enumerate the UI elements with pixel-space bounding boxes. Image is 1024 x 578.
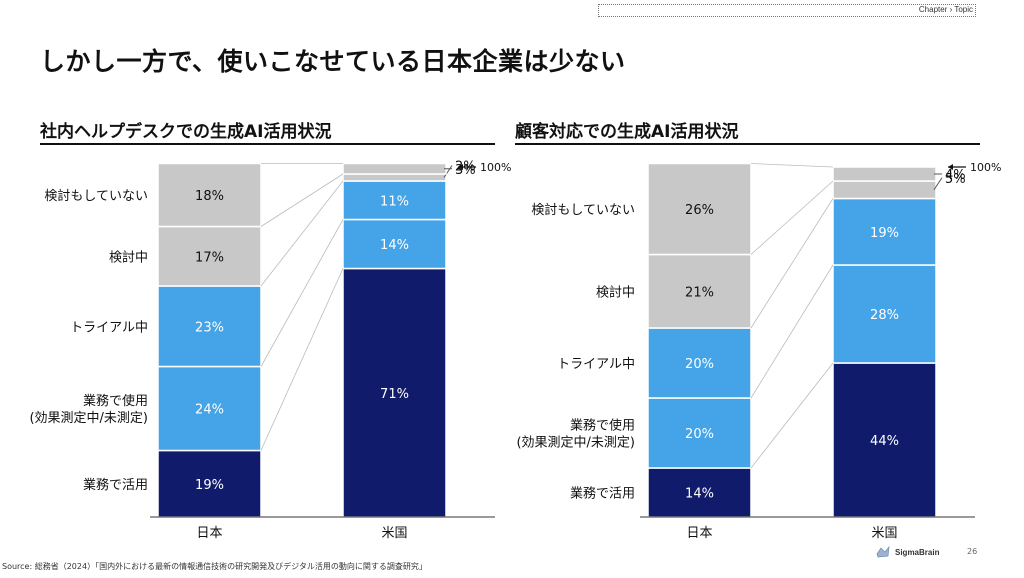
series-label: 検討もしていない — [44, 188, 148, 204]
bar-segment — [157, 449, 262, 518]
series-label: (効果測定中/未測定) — [29, 411, 148, 426]
category-label: 日本 — [686, 526, 712, 541]
logo-text: SigmaBrain — [895, 547, 940, 557]
data-label: 20% — [685, 357, 714, 372]
data-label: 24% — [195, 403, 224, 418]
bar-segment — [342, 218, 447, 270]
series-label: 業務で使用 — [83, 393, 148, 409]
series-label: 業務で活用 — [83, 477, 148, 493]
brand-logo: SigmaBrain — [875, 546, 939, 558]
connector-line — [750, 362, 834, 469]
page-number: 26 — [967, 547, 978, 556]
leader-line — [443, 165, 453, 178]
arrow-head-icon — [458, 164, 463, 170]
bar-segment — [342, 267, 447, 518]
bar-segment — [832, 197, 937, 266]
bar-segment — [647, 253, 752, 329]
series-label: (効果測定中/未測定) — [516, 436, 635, 451]
connector-line — [260, 173, 344, 227]
helpdesk-stacked-bar-chart: 19%24%23%17%18%71%14%11%2%3%業務で活用業務で使用(効… — [29, 160, 511, 542]
data-label: 18% — [195, 189, 224, 204]
data-label: 14% — [685, 487, 714, 502]
bar-segment — [157, 285, 262, 368]
customer-stacked-bar-chart: 14% 20% 20% 21% 26% 44% 28% 19% 5%4% 業務で活用 業務で使用 (効… — [516, 161, 1001, 541]
bar-segment — [832, 166, 937, 182]
data-label: 71% — [380, 387, 409, 402]
source-note: Source: 総務省（2024）「国内外における最新の情報通信技術の研究開発及… — [2, 562, 427, 571]
data-label: 11% — [380, 194, 409, 209]
data-label: 44% — [870, 434, 899, 449]
series-label: トライアル中 — [557, 357, 635, 372]
brain-logo-icon — [876, 546, 890, 558]
data-label: 21% — [685, 285, 714, 300]
annotation-label: 100% — [970, 161, 1001, 174]
chapter-box: Chapter › Topic — [598, 4, 976, 17]
chart-title-underline — [515, 143, 980, 145]
category-label: 米国 — [871, 526, 897, 541]
data-label: 19% — [870, 226, 899, 241]
leader-line — [933, 177, 943, 191]
arrow-head-icon — [948, 164, 953, 170]
connector-line — [260, 180, 344, 287]
data-label: 19% — [195, 478, 224, 493]
series-label: 業務で使用 — [570, 418, 635, 434]
data-label: 20% — [685, 427, 714, 442]
bar-segment — [157, 162, 262, 228]
series-label: 検討中 — [109, 249, 148, 265]
bar-segment — [157, 365, 262, 452]
data-label: 4% — [945, 168, 966, 183]
series-label: 検討中 — [596, 284, 635, 300]
connector-line — [750, 163, 834, 168]
data-label: 28% — [870, 308, 899, 323]
data-label: 17% — [195, 250, 224, 265]
bar-segment — [832, 362, 937, 518]
data-label: 23% — [195, 320, 224, 335]
data-label: 5% — [945, 172, 966, 187]
connector-line — [260, 268, 344, 451]
series-label: 業務で活用 — [570, 486, 635, 502]
connector-line — [750, 180, 834, 255]
category-label: 米国 — [381, 526, 407, 541]
series-label: 検討もしていない — [531, 202, 635, 218]
bar-segment — [647, 162, 752, 256]
annotation-label: 100% — [480, 161, 511, 174]
data-label: 14% — [380, 238, 409, 253]
chart-title-underline — [40, 143, 495, 145]
bar-segment — [832, 180, 937, 200]
connector-line — [260, 219, 344, 367]
chart-title-helpdesk: 社内ヘルプデスクでの生成AI活用状況 — [40, 122, 332, 142]
data-label: 26% — [685, 203, 714, 218]
connector-line — [750, 198, 834, 329]
bar-segment — [647, 397, 752, 469]
connector-line — [750, 264, 834, 399]
bar-segment — [647, 327, 752, 399]
chart-title-customer: 顧客対応での生成AI活用状況 — [515, 122, 739, 142]
chapter-label: Chapter › Topic — [918, 5, 973, 14]
series-label: トライアル中 — [70, 320, 148, 335]
category-label: 日本 — [196, 526, 222, 541]
page-title: しかし一方で、使いこなせている日本企業は少ない — [40, 47, 626, 76]
